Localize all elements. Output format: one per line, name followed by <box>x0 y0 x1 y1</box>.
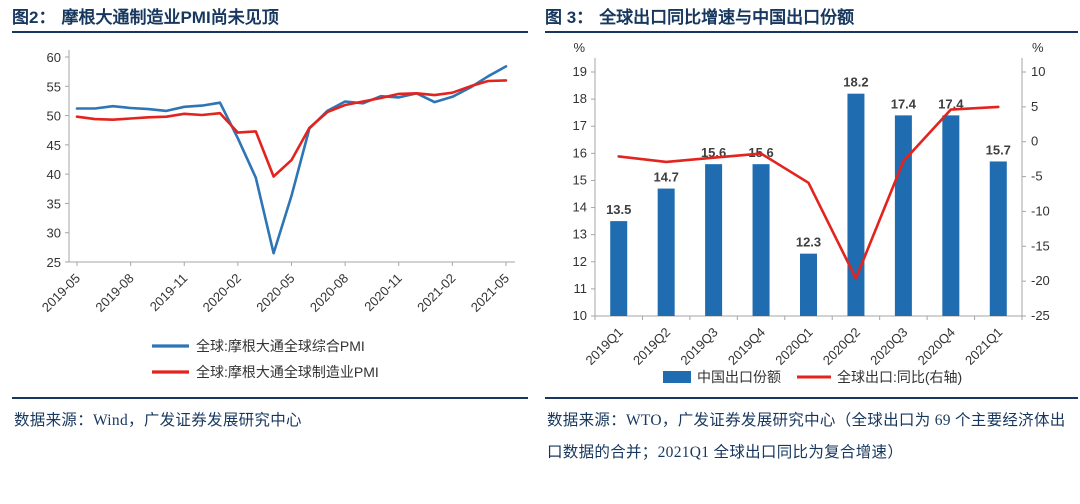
right-tick-label: -5 <box>1031 169 1043 184</box>
yoy-line <box>617 105 1000 280</box>
y-tick-label: 35 <box>47 196 61 211</box>
x-tick-label: 2019Q1 <box>583 325 626 368</box>
figure3-source: 数据来源：WTO，广发证券发展研究中心（全球出口为 69 个主要经济体出口数据的… <box>547 412 1066 461</box>
left-tick-label: 13 <box>573 227 587 242</box>
figure3-label: 图 3： <box>545 8 594 27</box>
legend-label: 全球:摩根大通全球制造业PMI <box>196 364 379 380</box>
figure2-panel: 图2： 摩根大通制造业PMI尚未见顶 25 30 35 40 45 50 55 60 2019-0… <box>12 6 528 500</box>
x-tick-label: 2019Q4 <box>725 325 768 368</box>
bar-value-label: 14.7 <box>654 170 679 185</box>
x-tick-label: 2019-05 <box>39 271 83 315</box>
x-tick-label: 2020Q3 <box>867 325 910 368</box>
bar-2019Q4 <box>752 164 770 316</box>
x-tick-label: 2020-05 <box>253 271 297 315</box>
series-line-1 <box>75 79 508 178</box>
x-tick-label: 2020Q1 <box>772 325 815 368</box>
left-tick-label: 14 <box>573 200 587 215</box>
bar-value-label: 15.7 <box>986 142 1011 157</box>
right-tick-label: -10 <box>1031 203 1050 218</box>
bar-2020Q1 <box>800 253 817 316</box>
left-tick-label: 15 <box>573 172 587 187</box>
right-tick-label: 0 <box>1031 134 1038 149</box>
left-tick-label: 16 <box>573 145 587 160</box>
export-combo-chart: % % 10 11 12 13 14 15 16 17 18 19 -25 -20 -15 -10 -5 0 5 10… <box>573 40 1050 385</box>
figure3-heading: 图 3： 全球出口同比增速与中国出口份额 <box>545 6 1078 33</box>
right-axis-unit: % <box>1032 40 1044 55</box>
legend-label: 全球:摩根大通全球综合PMI <box>196 338 365 354</box>
left-tick-label: 19 <box>573 64 587 79</box>
bar-2019Q1 <box>610 221 628 316</box>
y-tick-label: 30 <box>47 226 61 241</box>
figure2-label: 图2： <box>12 8 56 27</box>
x-tick-label: 2019Q2 <box>630 325 673 368</box>
x-tick-label: 2019-11 <box>147 271 191 315</box>
legend-bar-swatch <box>663 371 691 383</box>
x-tick-label: 2019-08 <box>92 271 136 315</box>
bar-2021Q1 <box>989 161 1007 316</box>
x-tick-label: 2020Q2 <box>820 325 863 368</box>
left-axis-unit: % <box>573 40 585 55</box>
y-tick-label: 60 <box>47 50 61 65</box>
right-tick-label: -15 <box>1031 238 1050 253</box>
figure2-source: 数据来源：Wind，广发证券发展研究中心 <box>14 412 302 429</box>
figure2-title: 摩根大通制造业PMI尚未见顶 <box>61 8 279 27</box>
bar-value-label: 13.5 <box>606 202 631 217</box>
bar-value-label: 17.4 <box>891 96 917 111</box>
right-tick-label: 10 <box>1031 64 1045 79</box>
x-tick-label: 2020-02 <box>200 271 244 315</box>
left-tick-label: 17 <box>573 118 587 133</box>
y-tick-label: 45 <box>47 138 61 153</box>
figure3-title: 全球出口同比增速与中国出口份额 <box>599 8 855 27</box>
right-tick-label: 5 <box>1031 99 1038 114</box>
series-line-0 <box>75 65 508 255</box>
bar-2019Q2 <box>657 188 675 316</box>
bar-2019Q3 <box>705 164 723 316</box>
y-tick-label: 40 <box>47 167 61 182</box>
bar-value-label: 12.3 <box>796 235 821 250</box>
y-tick-label: 25 <box>47 255 61 270</box>
x-tick-label: 2020-08 <box>307 271 351 315</box>
left-tick-label: 12 <box>573 254 587 269</box>
bar-2020Q3 <box>894 115 912 316</box>
left-tick-label: 11 <box>574 281 588 296</box>
right-tick-label: -20 <box>1031 273 1050 288</box>
bar-value-label: 17.4 <box>938 96 964 111</box>
x-tick-label: 2021Q1 <box>962 325 1005 368</box>
figure3-panel: 图 3： 全球出口同比增速与中国出口份额 %% 10 11 12 13 14 15 16 17 18… <box>545 6 1078 500</box>
x-tick-label: 2020-11 <box>361 271 405 315</box>
bar-2020Q2 <box>847 93 865 316</box>
bar-value-label: 18.2 <box>843 75 868 90</box>
bar-2020Q4 <box>942 115 960 316</box>
right-tick-label: -25 <box>1031 308 1050 323</box>
legend-label: 全球出口:同比(右轴) <box>837 369 962 385</box>
left-tick-label: 18 <box>573 91 587 106</box>
figure2-source-divider <box>12 397 528 399</box>
x-tick-label: 2019Q3 <box>677 325 720 368</box>
x-tick-label: 2021-02 <box>414 271 458 315</box>
x-tick-label: 2021-05 <box>468 271 512 315</box>
y-tick-label: 55 <box>47 79 61 94</box>
y-tick-label: 50 <box>47 109 61 124</box>
legend-label: 中国出口份额 <box>697 369 781 385</box>
figure2-heading: 图2： 摩根大通制造业PMI尚未见顶 <box>12 6 528 33</box>
left-tick-label: 10 <box>573 308 587 323</box>
figure3-source-divider <box>545 397 1078 399</box>
x-tick-label: 2020Q4 <box>915 325 958 368</box>
